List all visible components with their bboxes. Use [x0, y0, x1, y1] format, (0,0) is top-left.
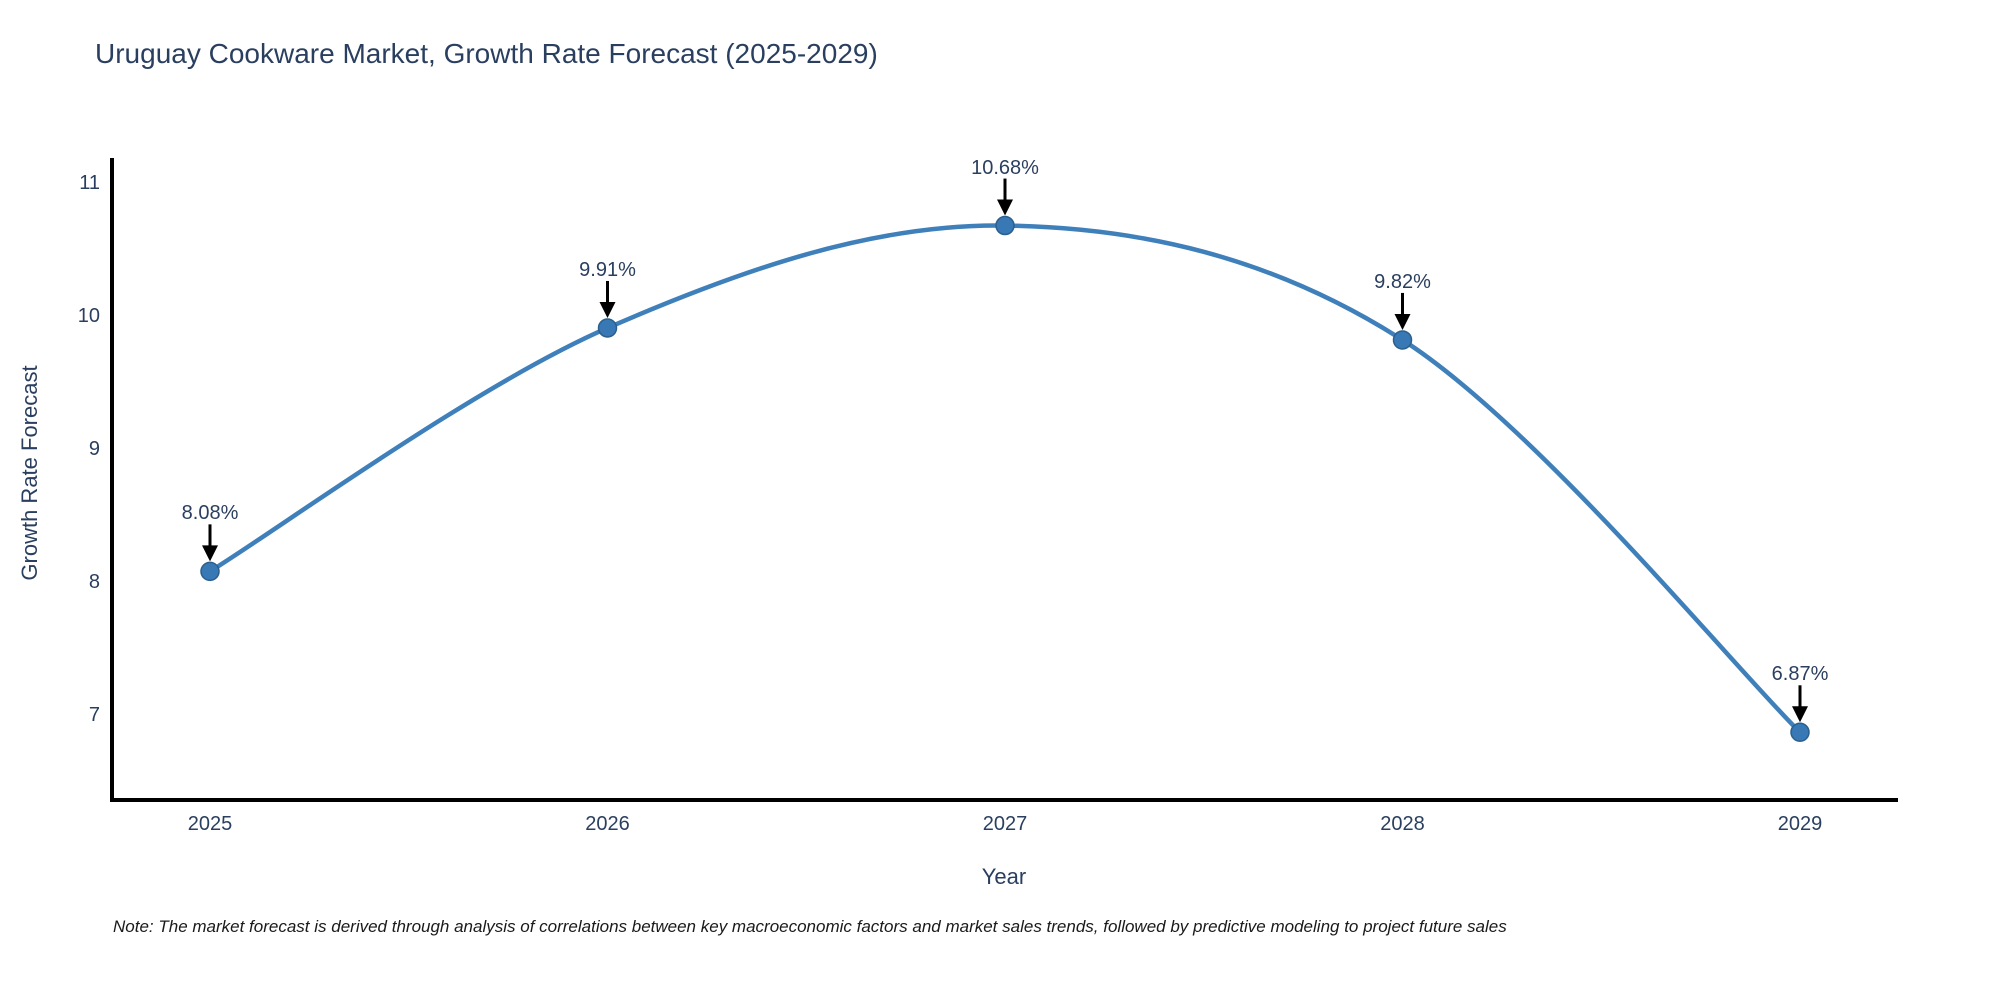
data-point-marker: [1790, 722, 1810, 743]
chart-title: Uruguay Cookware Market, Growth Rate For…: [95, 38, 878, 69]
annotation-arrowhead: [1792, 706, 1808, 723]
data-point-marker: [995, 215, 1015, 236]
x-tick-label: 2025: [187, 813, 233, 835]
point-value-annotation: 6.87%: [1771, 663, 1829, 686]
y-tick-label: 8: [88, 571, 100, 593]
point-value-annotation: 8.08%: [181, 502, 239, 525]
data-point-marker: [597, 318, 618, 338]
point-value-annotation: 9.82%: [1374, 270, 1431, 293]
annotation-arrowhead: [599, 301, 616, 318]
annotation-arrowhead: [1394, 313, 1411, 330]
y-tick-label: 11: [79, 172, 100, 194]
footnote: Note: The market forecast is derived thr…: [113, 917, 1507, 936]
x-axis-title: Year: [981, 864, 1027, 889]
point-value-annotation: 10.68%: [971, 156, 1039, 179]
point-value-annotation: 9.91%: [579, 258, 636, 281]
data-point-marker: [200, 561, 220, 582]
x-tick-label: 2027: [982, 813, 1028, 835]
y-tick-label: 10: [77, 305, 100, 327]
x-tick-label: 2026: [585, 813, 630, 835]
y-tick-label: 9: [88, 438, 100, 460]
x-tick-label: 2028: [1380, 813, 1425, 835]
data-point-marker: [1392, 330, 1413, 350]
annotation-arrowhead: [202, 545, 218, 562]
x-tick-label: 2029: [1777, 813, 1823, 835]
forecast-line: [207, 223, 1803, 735]
annotation-arrowhead: [997, 199, 1013, 216]
y-tick-label: 7: [88, 704, 100, 726]
